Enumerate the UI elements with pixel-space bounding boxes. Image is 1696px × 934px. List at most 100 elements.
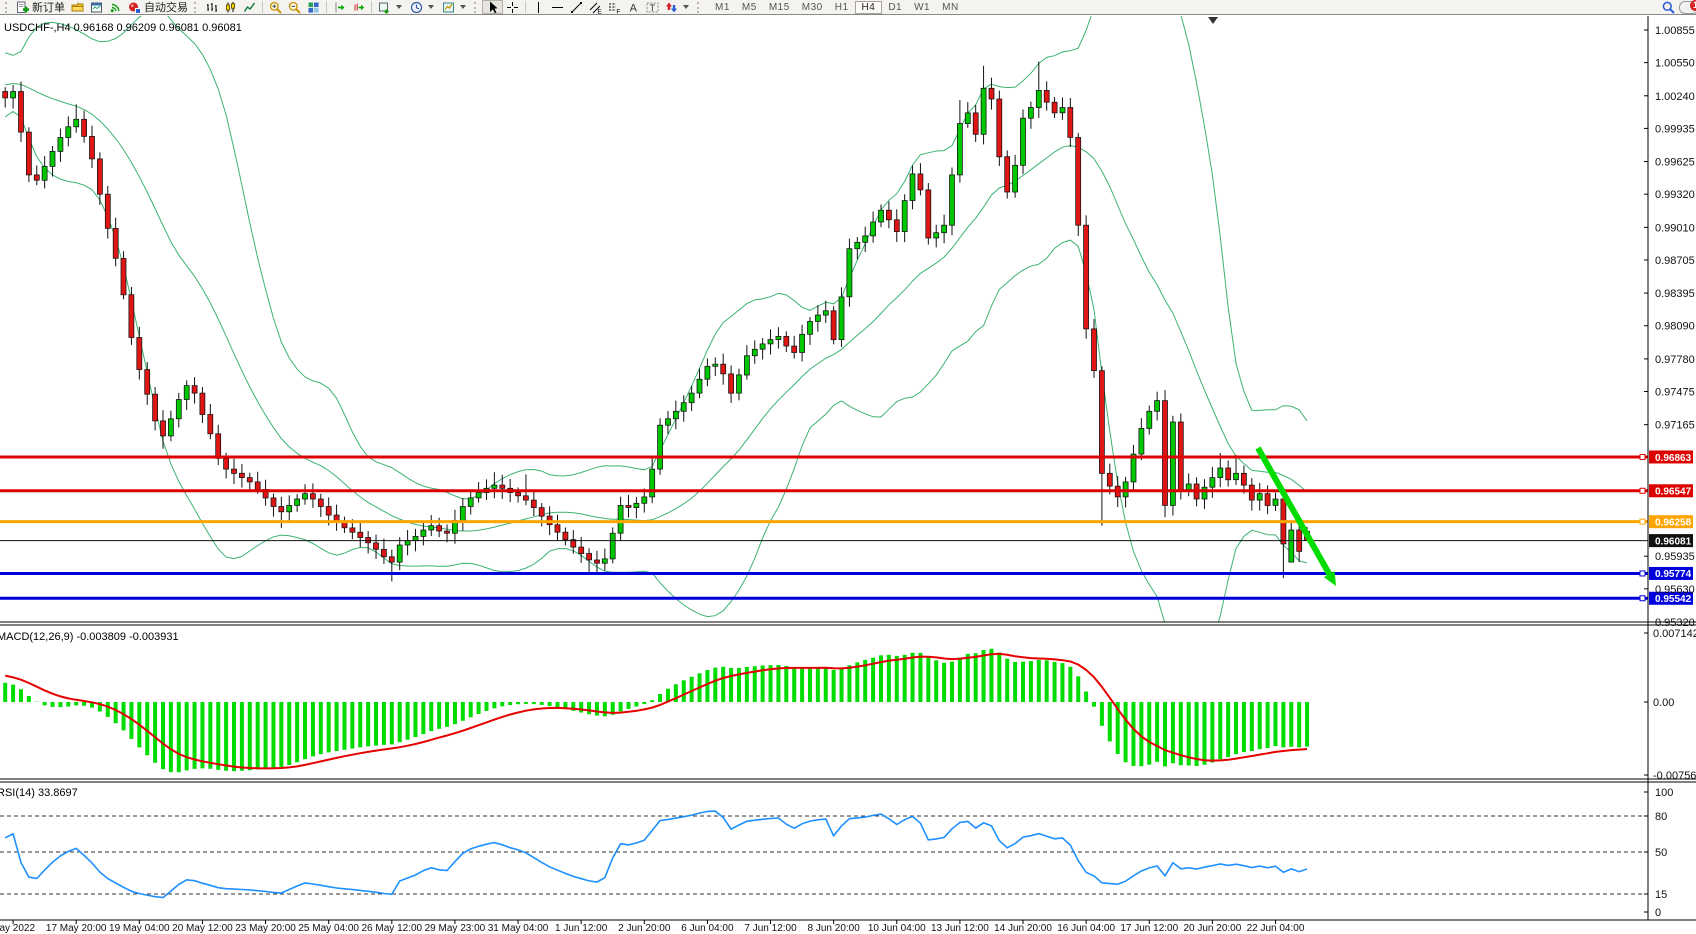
price-tag [1649,450,1693,464]
equidistant-channel-tool-button[interactable]: E [586,0,605,14]
arrows-tool-button[interactable] [662,0,694,14]
price-tick-label: 0.99625 [1655,157,1695,169]
candle [523,495,529,501]
timeframe-m30[interactable]: M30 [801,1,823,13]
date-label: 7 Jun 12:00 [744,923,797,934]
macd-indicator [3,648,1310,773]
candle [349,527,356,533]
candle [120,258,127,296]
toolbar-grip[interactable] [474,1,479,13]
text-label-tool-button[interactable]: T [643,0,662,14]
template-icon [443,2,454,12]
chevron-down-icon[interactable] [396,5,402,9]
candle [10,91,16,99]
price-tick-label: 1.00240 [1655,91,1695,103]
candle [1256,493,1263,501]
candle [625,505,632,508]
add-indicator-button[interactable] [375,0,407,14]
candle [341,522,348,529]
candle [720,363,727,375]
chart-shift-marker[interactable] [1208,17,1218,24]
toolbar-grip[interactable] [697,1,702,13]
candle [570,539,577,548]
timeframe-w1[interactable]: W1 [914,1,931,13]
chevron-down-icon[interactable] [683,5,689,9]
toolbar-grip[interactable] [194,1,199,13]
candle [1217,467,1224,478]
timeframe-mn[interactable]: MN [942,1,959,13]
candle [420,529,427,537]
cursor-icon [490,1,498,13]
profiles-button[interactable] [68,0,87,14]
level-handle[interactable] [1639,595,1646,602]
candle [160,420,166,437]
level-handle[interactable] [1639,487,1646,494]
text-tool-button[interactable]: A [624,0,643,14]
candle [680,402,687,412]
zoom-out-button[interactable] [285,0,304,14]
market-watch-button[interactable] [87,0,106,14]
timeframe-m5[interactable]: M5 [741,1,757,13]
new-order-button[interactable]: 新订单 [13,0,68,14]
template-button[interactable] [439,0,471,14]
tile-windows-button[interactable] [304,0,323,14]
trendline-tool-button[interactable] [567,0,586,14]
timeframe-h1[interactable]: H1 [834,1,849,13]
level-handle[interactable] [1639,453,1646,460]
timeframe-h4[interactable]: H4 [854,0,883,14]
rsi-tick-label: 15 [1655,889,1667,901]
candle [799,333,805,353]
candle [783,336,790,347]
candle [286,505,293,513]
zoom-in-button[interactable] [266,0,285,14]
signals-button[interactable] [106,0,125,14]
line-chart-button[interactable] [240,0,259,14]
search-icon[interactable] [1662,1,1675,14]
candle [893,219,900,232]
autoscroll-button[interactable] [349,0,368,14]
bar-chart-icon [207,2,217,12]
notification-bubble-icon[interactable]: 1 [1679,0,1696,15]
price-tick-label: 0.95320 [1655,617,1695,629]
arrow-head [1323,571,1336,586]
bar-chart-button[interactable] [202,0,221,14]
price-tag-label: 0.96081 [1655,536,1692,547]
timeframe-d1[interactable]: D1 [888,1,903,13]
candle [1106,472,1113,487]
candle [239,472,245,478]
candle [81,118,87,137]
candle [1146,410,1153,429]
candle [886,209,892,221]
candlestick-chart-button[interactable] [221,0,240,14]
fibonacci-tool-button[interactable]: F [605,0,624,14]
candle [412,536,419,542]
periods-button[interactable] [407,0,439,14]
date-label: 20 May 12:00 [172,923,233,934]
fibonacci-icon: F [609,3,620,14]
cursor-tool-button[interactable] [482,0,503,14]
candle [759,343,766,350]
candle [901,200,908,232]
crosshair-tool-button[interactable] [503,0,522,14]
toolbar-grip[interactable] [5,1,10,13]
candle [736,374,742,394]
chevron-down-icon[interactable] [460,5,466,9]
price-tick-label: 0.98705 [1655,255,1695,267]
horizontal-line-tool-button[interactable] [548,0,567,14]
timeframe-m15[interactable]: M15 [768,1,790,13]
candle [515,492,521,497]
candle [673,410,679,420]
timeframe-m1[interactable]: M1 [715,1,730,13]
trend-arrow-annotation[interactable] [1255,446,1336,586]
chevron-down-icon[interactable] [428,5,434,9]
level-handle[interactable] [1639,570,1646,577]
date-label: 25 May 04:00 [298,923,359,934]
candle [57,137,64,152]
level-handle[interactable] [1639,518,1646,525]
chart-shift-button[interactable] [330,0,349,14]
vertical-line-tool-button[interactable] [529,0,548,14]
price-levels[interactable]: 0.96863 0.96547 0.96258 0.96081 0.95774 0.955… [0,450,1693,605]
candle [270,497,277,507]
autotrade-button[interactable]: 自动交易 [125,0,191,14]
